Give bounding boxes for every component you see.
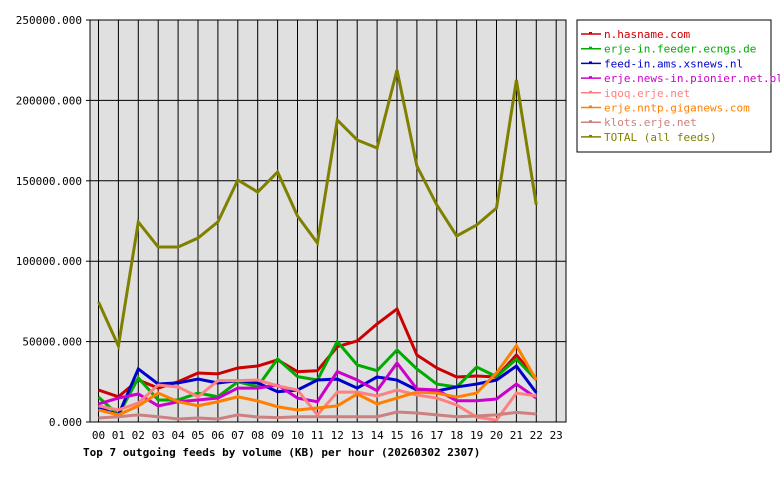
x-tick-label: 01 — [112, 429, 125, 442]
x-tick-label: 02 — [132, 429, 145, 442]
legend-marker — [589, 90, 592, 93]
legend-marker — [589, 120, 592, 123]
legend-label: erje.news-in.pionier.net.pl — [604, 72, 780, 85]
y-tick-label: 100000.000 — [16, 255, 82, 268]
x-tick-label: 18 — [450, 429, 463, 442]
x-tick-label: 13 — [351, 429, 364, 442]
legend-marker — [589, 32, 592, 34]
legend-box — [576, 19, 772, 153]
x-tick-label: 11 — [311, 429, 324, 442]
x-tick-label: 03 — [152, 429, 165, 442]
legend-marker — [589, 61, 592, 64]
plot-area — [89, 19, 567, 423]
x-tick-label: 23 — [550, 429, 563, 442]
x-axis: 00 01 02 03 04 05 06 07 08 09 10 11 12 13 14 15 16 17 18 19… — [92, 429, 563, 442]
x-tick-label: 09 — [271, 429, 284, 442]
legend: n.hasname.com erje-in.feeder.ecngs.defeed… — [576, 19, 780, 153]
series-line-2 — [98, 363, 538, 417]
series-lines — [97, 69, 538, 422]
series-line-5 — [98, 342, 538, 417]
x-tick-label: 05 — [191, 429, 204, 442]
x-tick-label: 08 — [251, 429, 264, 442]
series-line-4 — [98, 378, 537, 422]
legend-label: erje.nntp.giganews.com — [604, 102, 750, 115]
grid — [90, 19, 566, 423]
legend-label: iqoq.erje.net — [604, 87, 690, 100]
series-line-3 — [98, 360, 538, 408]
chart-title: Top 7 outgoing feeds by volume (KB) per … — [83, 446, 480, 459]
legend-label: erje-in.feeder.ecngs.de — [604, 43, 756, 56]
x-tick-label: 00 — [92, 429, 105, 442]
x-tick-label: 20 — [490, 429, 503, 442]
x-tick-label: 14 — [370, 429, 384, 442]
x-tick-label: 12 — [331, 429, 344, 442]
x-tick-label: 06 — [211, 429, 224, 442]
legend-marker — [589, 134, 592, 137]
legend-marker — [589, 105, 592, 108]
legend-label: TOTAL (all feeds) — [604, 131, 717, 144]
legend-label: feed-in.ams.xsnews.nl — [604, 57, 743, 70]
y-tick-label: 0.000 — [49, 416, 82, 429]
legend-marker — [589, 76, 592, 79]
y-tick-label: 250000.000 — [16, 14, 82, 27]
x-tick-label: 10 — [291, 429, 304, 442]
x-tick-label: 15 — [390, 429, 403, 442]
x-tick-label: 21 — [510, 429, 523, 442]
y-tick-label: 150000.000 — [16, 175, 82, 188]
legend-label: n.hasname.com — [604, 28, 690, 41]
series-line-7 — [97, 69, 538, 352]
y-tick-label: 200000.000 — [16, 94, 82, 107]
legend-marker — [589, 46, 592, 49]
x-tick-label: 07 — [231, 429, 244, 442]
y-axis: 0.000 50000.000 100000.000 150000.000 200000… — [16, 14, 90, 429]
x-tick-label: 17 — [430, 429, 443, 442]
legend-label: klots.erje.net — [604, 116, 697, 129]
x-tick-label: 04 — [171, 429, 185, 442]
x-tick-label: 19 — [470, 429, 483, 442]
x-tick-label: 22 — [530, 429, 543, 442]
series-line-6 — [98, 410, 537, 421]
x-tick-label: 16 — [410, 429, 423, 442]
y-tick-label: 50000.000 — [22, 336, 82, 349]
